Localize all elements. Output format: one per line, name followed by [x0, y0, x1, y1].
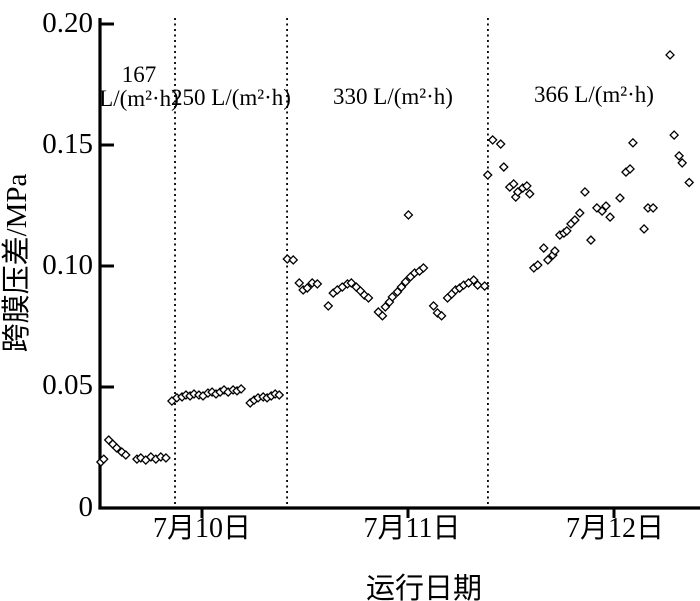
data-point [625, 164, 635, 174]
data-point [487, 134, 498, 145]
x-tick-label-jul10: 7月10日 [152, 513, 251, 544]
flux-label-366: 366 L/(m²·h) [534, 82, 654, 107]
data-point [98, 454, 109, 465]
data-point [294, 278, 305, 288]
y-tick-label-005: 0.05 [42, 369, 93, 401]
data-point [615, 193, 625, 203]
data-point [479, 281, 490, 292]
data-point [684, 177, 695, 188]
data-point [669, 130, 680, 140]
data-point [346, 278, 357, 288]
data-point [639, 224, 649, 234]
data-point [677, 157, 688, 168]
data-point [380, 301, 391, 312]
flux-label-330: 330 L/(m²·h) [333, 84, 453, 109]
data-point [601, 201, 611, 211]
data-point [436, 310, 447, 321]
data-point [418, 263, 429, 273]
data-point [532, 260, 543, 270]
data-point [387, 292, 398, 302]
data-point [236, 384, 247, 394]
data-point [482, 170, 493, 180]
data-point [363, 293, 374, 303]
y-tick-label-015: 0.15 [42, 128, 93, 160]
data-point [574, 208, 585, 218]
data-point [586, 235, 596, 246]
data-point [549, 246, 560, 256]
y-tick-label-020: 0.20 [42, 7, 93, 39]
data-point [400, 277, 411, 287]
data-point [120, 450, 131, 460]
data-point [472, 280, 483, 291]
data-point [323, 301, 334, 311]
y-tick-label-010: 0.10 [42, 249, 93, 281]
data-point [508, 179, 519, 189]
data-point [161, 452, 171, 463]
data-point [561, 225, 572, 236]
data-point [605, 212, 616, 223]
flux-label-167: 167 L/(m²·h) [99, 62, 179, 112]
data-point [468, 275, 479, 285]
flux-label-167-value: 167 [121, 62, 157, 87]
data-point [597, 206, 607, 216]
data-point [288, 255, 299, 265]
y-tick-label-0: 0 [78, 491, 94, 523]
data-point [282, 254, 293, 264]
data-point [312, 278, 323, 289]
data-point [569, 215, 580, 225]
x-tick-label-jul11: 7月11日 [363, 513, 461, 544]
data-point [396, 282, 407, 292]
data-point [495, 139, 506, 149]
x-tick-label-jul12: 7月12日 [565, 513, 664, 544]
data-point [521, 180, 532, 191]
data-point [428, 301, 439, 311]
data-point [274, 390, 285, 400]
data-point [674, 150, 685, 161]
data-point [648, 203, 659, 213]
data-point [302, 283, 313, 293]
data-point [580, 187, 590, 197]
data-point [628, 137, 638, 148]
data-point [377, 310, 388, 321]
data-point [665, 50, 675, 60]
data-point [524, 188, 535, 199]
x-axis-title: 运行日期 [365, 573, 482, 601]
data-point [538, 243, 549, 254]
data-point [498, 162, 509, 172]
data-point [403, 210, 414, 220]
flux-label-167-unit: L/(m²·h) [99, 86, 179, 112]
data-point [542, 255, 553, 265]
flux-label-250: 250 L/(m²·h) [171, 85, 291, 110]
data-point [111, 443, 122, 453]
